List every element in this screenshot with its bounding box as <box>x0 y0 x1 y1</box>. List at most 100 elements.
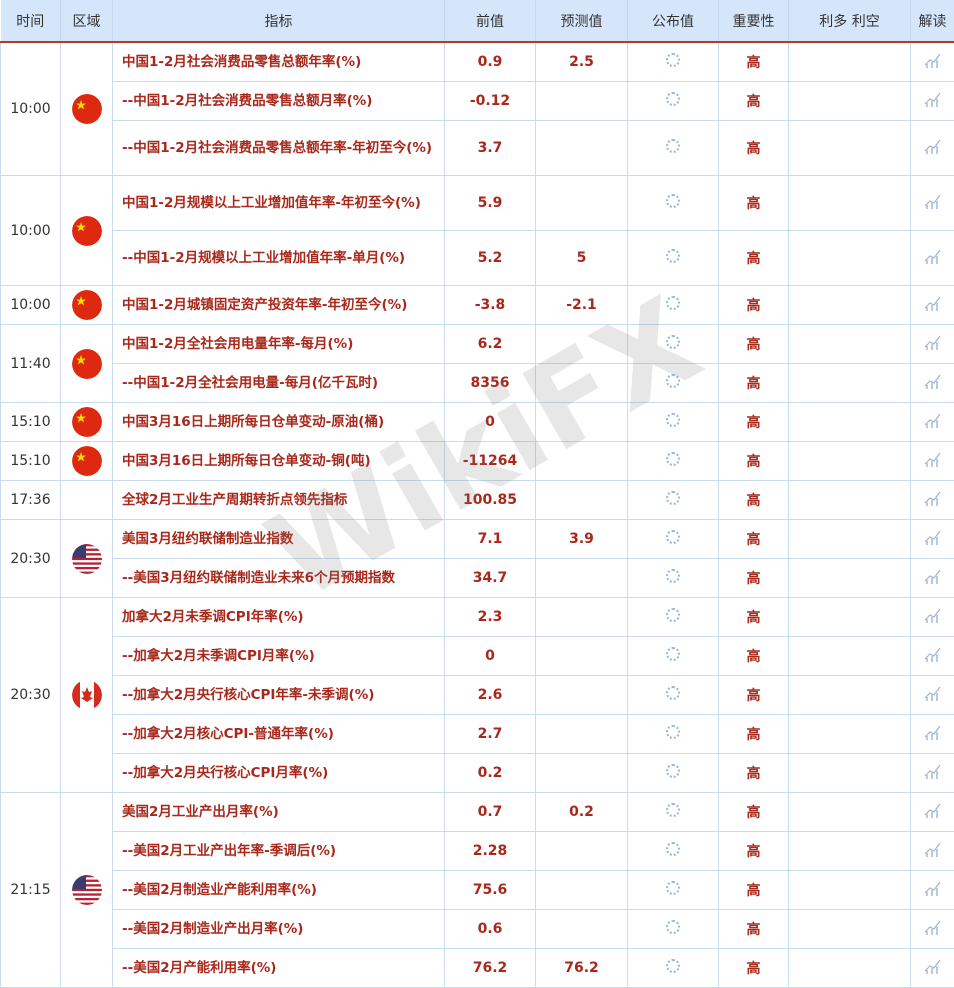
loading-spinner-icon <box>666 139 680 153</box>
interpretation-cell[interactable] <box>911 325 954 364</box>
actual-value <box>628 364 719 403</box>
importance-value: 高 <box>719 598 789 637</box>
china-flag-icon <box>72 216 102 246</box>
actual-value <box>628 442 719 481</box>
interpretation-cell[interactable] <box>911 949 954 988</box>
indicator-link[interactable]: --中国1-2月全社会用电量-每月(亿千瓦时) <box>113 364 445 403</box>
indicator-link[interactable]: --中国1-2月社会消费品零售总额月率(%) <box>113 82 445 121</box>
forecast-value <box>536 121 628 176</box>
interpretation-cell[interactable] <box>911 403 954 442</box>
interpretation-cell[interactable] <box>911 121 954 176</box>
chart-icon[interactable] <box>923 198 943 214</box>
interpretation-cell[interactable] <box>911 832 954 871</box>
chart-icon[interactable] <box>923 300 943 316</box>
chart-icon[interactable] <box>923 495 943 511</box>
interpretation-cell[interactable] <box>911 715 954 754</box>
indicator-link[interactable]: 加拿大2月未季调CPI年率(%) <box>113 598 445 637</box>
indicator-link[interactable]: --中国1-2月规模以上工业增加值年率-单月(%) <box>113 231 445 286</box>
chart-icon[interactable] <box>923 534 943 550</box>
interpretation-cell[interactable] <box>911 754 954 793</box>
chart-icon[interactable] <box>923 96 943 112</box>
chart-icon[interactable] <box>923 456 943 472</box>
interpretation-cell[interactable] <box>911 442 954 481</box>
china-flag-icon <box>72 94 102 124</box>
chart-icon[interactable] <box>923 807 943 823</box>
interpretation-cell[interactable] <box>911 286 954 325</box>
chart-icon[interactable] <box>923 885 943 901</box>
interpretation-cell[interactable] <box>911 676 954 715</box>
indicator-link[interactable]: 中国1-2月城镇固定资产投资年率-年初至今(%) <box>113 286 445 325</box>
importance-value: 高 <box>719 793 789 832</box>
chart-icon[interactable] <box>923 253 943 269</box>
interpretation-cell[interactable] <box>911 598 954 637</box>
interpretation-cell[interactable] <box>911 520 954 559</box>
indicator-link[interactable]: --加拿大2月核心CPI-普通年率(%) <box>113 715 445 754</box>
loading-spinner-icon <box>666 491 680 505</box>
indicator-link[interactable]: 中国3月16日上期所每日仓单变动-铜(吨) <box>113 442 445 481</box>
interpretation-cell[interactable] <box>911 364 954 403</box>
chart-icon[interactable] <box>923 417 943 433</box>
indicator-link[interactable]: --美国2月制造业产出月率(%) <box>113 910 445 949</box>
loading-spinner-icon <box>666 959 680 973</box>
interpretation-cell[interactable] <box>911 176 954 231</box>
interpretation-cell[interactable] <box>911 637 954 676</box>
interpretation-cell[interactable] <box>911 481 954 520</box>
indicator-link[interactable]: 美国3月纽约联储制造业指数 <box>113 520 445 559</box>
chart-icon[interactable] <box>923 729 943 745</box>
canada-flag-icon <box>72 680 102 710</box>
chart-icon[interactable] <box>923 339 943 355</box>
interpretation-cell[interactable] <box>911 42 954 82</box>
interpretation-cell[interactable] <box>911 82 954 121</box>
chart-icon[interactable] <box>923 846 943 862</box>
loading-spinner-icon <box>666 249 680 263</box>
indicator-link[interactable]: --美国2月制造业产能利用率(%) <box>113 871 445 910</box>
interpretation-cell[interactable] <box>911 871 954 910</box>
interpretation-cell[interactable] <box>911 910 954 949</box>
importance-value: 高 <box>719 637 789 676</box>
chart-icon[interactable] <box>923 57 943 73</box>
previous-value: 0.9 <box>445 42 536 82</box>
bull-bear-cell <box>789 121 911 176</box>
chart-icon[interactable] <box>923 690 943 706</box>
chart-icon[interactable] <box>923 143 943 159</box>
indicator-link[interactable]: --美国2月产能利用率(%) <box>113 949 445 988</box>
indicator-link[interactable]: 全球2月工业生产周期转折点领先指标 <box>113 481 445 520</box>
chart-icon[interactable] <box>923 924 943 940</box>
interpretation-cell[interactable] <box>911 559 954 598</box>
forecast-value <box>536 559 628 598</box>
forecast-value <box>536 176 628 231</box>
loading-spinner-icon <box>666 194 680 208</box>
indicator-link[interactable]: --中国1-2月社会消费品零售总额年率-年初至今(%) <box>113 121 445 176</box>
chart-icon[interactable] <box>923 768 943 784</box>
indicator-link[interactable]: 中国1-2月全社会用电量年率-每月(%) <box>113 325 445 364</box>
chart-icon[interactable] <box>923 651 943 667</box>
indicator-link[interactable]: 美国2月工业产出月率(%) <box>113 793 445 832</box>
importance-value: 高 <box>719 910 789 949</box>
indicator-link[interactable]: --加拿大2月央行核心CPI年率-未季调(%) <box>113 676 445 715</box>
bull-bear-cell <box>789 403 911 442</box>
indicator-link[interactable]: --加拿大2月未季调CPI月率(%) <box>113 637 445 676</box>
indicator-link[interactable]: 中国1-2月社会消费品零售总额年率(%) <box>113 42 445 82</box>
interpretation-cell[interactable] <box>911 231 954 286</box>
forecast-value <box>536 325 628 364</box>
bull-bear-cell <box>789 715 911 754</box>
indicator-link[interactable]: --美国2月工业产出年率-季调后(%) <box>113 832 445 871</box>
chart-icon[interactable] <box>923 378 943 394</box>
indicator-link[interactable]: --加拿大2月央行核心CPI月率(%) <box>113 754 445 793</box>
previous-value: 7.1 <box>445 520 536 559</box>
indicator-link[interactable]: 中国3月16日上期所每日仓单变动-原油(桶) <box>113 403 445 442</box>
time-cell: 10:00 <box>1 176 61 286</box>
chart-icon[interactable] <box>923 573 943 589</box>
indicator-link[interactable]: --美国3月纽约联储制造业未来6个月预期指数 <box>113 559 445 598</box>
chart-icon[interactable] <box>923 963 943 979</box>
importance-value: 高 <box>719 403 789 442</box>
interpretation-cell[interactable] <box>911 793 954 832</box>
forecast-value <box>536 481 628 520</box>
indicator-link[interactable]: 中国1-2月规模以上工业增加值年率-年初至今(%) <box>113 176 445 231</box>
bull-bear-cell <box>789 82 911 121</box>
previous-value: 5.2 <box>445 231 536 286</box>
chart-icon[interactable] <box>923 612 943 628</box>
